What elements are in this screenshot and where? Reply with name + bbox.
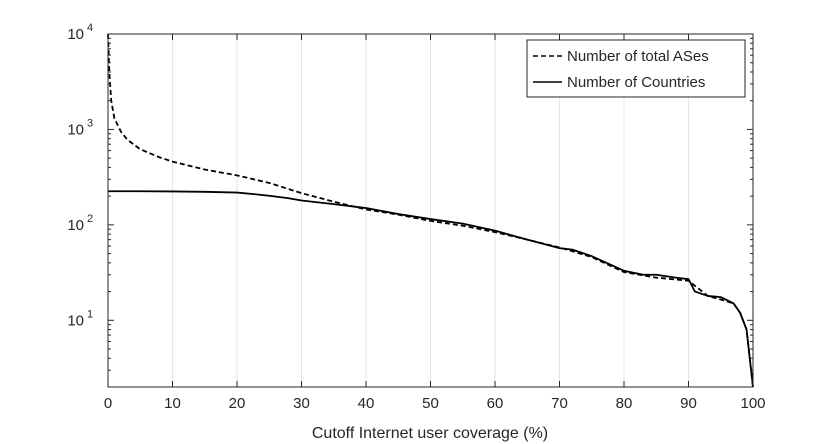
axis-ticks — [107, 33, 754, 388]
x-tick-label: 50 — [422, 395, 439, 412]
series-line-total-ases — [107, 33, 754, 388]
x-tick-label: 10 — [164, 395, 181, 412]
x-tick-label: 0 — [104, 395, 112, 412]
x-tick-label: 70 — [551, 395, 568, 412]
x-tick-label: 30 — [293, 395, 310, 412]
x-tick-label: 40 — [358, 395, 375, 412]
legend[interactable]: Number of total ASes Number of Countries — [526, 39, 746, 98]
legend-label-total-ases: Number of total ASes — [567, 48, 709, 65]
y-tick-label: 10 — [67, 217, 84, 234]
legend-label-countries: Number of Countries — [567, 74, 705, 91]
x-tick-label: 60 — [487, 395, 504, 412]
x-axis-title: Cutoff Internet user coverage (%) — [312, 425, 548, 442]
y-tick-label-exponent: 1 — [87, 308, 93, 320]
x-tick-label: 90 — [680, 395, 697, 412]
y-tick-label-exponent: 4 — [87, 22, 93, 34]
x-tick-labels: 0 10 20 30 40 50 60 70 80 90 100 — [104, 395, 766, 412]
y-tick-label-exponent: 3 — [87, 117, 93, 129]
x-tick-label: 100 — [740, 395, 765, 412]
series-lines — [107, 33, 754, 388]
series-line-countries — [108, 190, 754, 388]
y-tick-label: 10 — [67, 312, 84, 329]
y-tick-label-exponent: 2 — [87, 213, 93, 225]
legend-box — [526, 39, 746, 98]
x-tick-label: 80 — [616, 395, 633, 412]
y-tick-label: 10 — [67, 121, 84, 138]
y-tick-label: 10 — [67, 26, 84, 43]
x-tick-label: 20 — [229, 395, 246, 412]
